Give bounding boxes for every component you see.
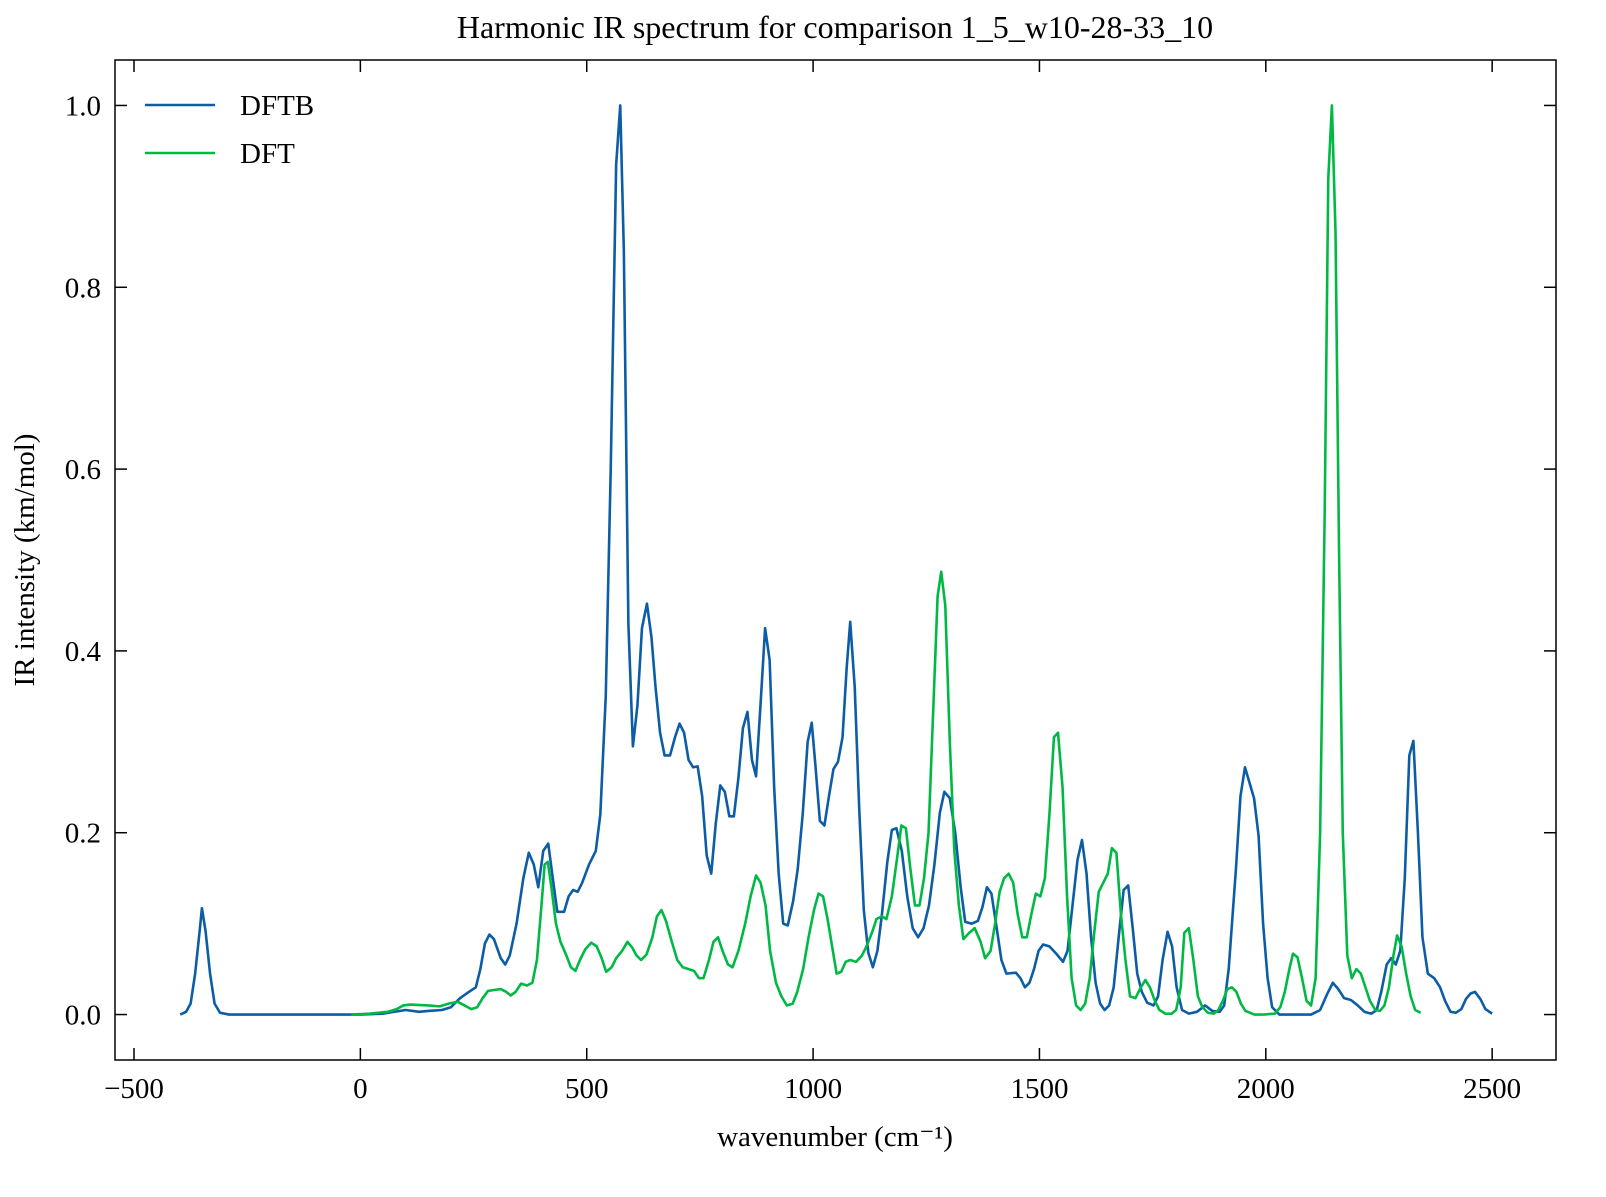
x-axis-label: wavenumber (cm⁻¹) [717, 1121, 953, 1153]
legend-label: DFT [240, 138, 295, 170]
legend-label: DFTB [240, 90, 314, 122]
x-tick-label: 2500 [1463, 1073, 1521, 1105]
series-line [351, 104, 1422, 1016]
x-tick-label: −500 [104, 1073, 164, 1105]
x-tick-label: 2000 [1237, 1073, 1295, 1105]
y-tick-label: 0.0 [65, 1000, 101, 1032]
y-tick-label: 0.8 [65, 272, 101, 304]
y-tick-label: 0.4 [65, 636, 102, 668]
plot-frame [114, 59, 1557, 1061]
x-tick-label: 1500 [1010, 1073, 1068, 1105]
x-tick-label: 500 [565, 1073, 609, 1105]
y-axis-label: IR intensity (km/mol) [9, 434, 41, 687]
x-tick-label: 1000 [784, 1073, 842, 1105]
x-tick-label: 0 [353, 1073, 368, 1105]
series-line [179, 104, 1493, 1016]
y-tick-label: 0.2 [65, 818, 101, 850]
y-tick-label: 0.6 [65, 454, 101, 486]
chart-title: Harmonic IR spectrum for comparison 1_5_… [457, 9, 1213, 45]
y-tick-label: 1.0 [65, 90, 101, 122]
